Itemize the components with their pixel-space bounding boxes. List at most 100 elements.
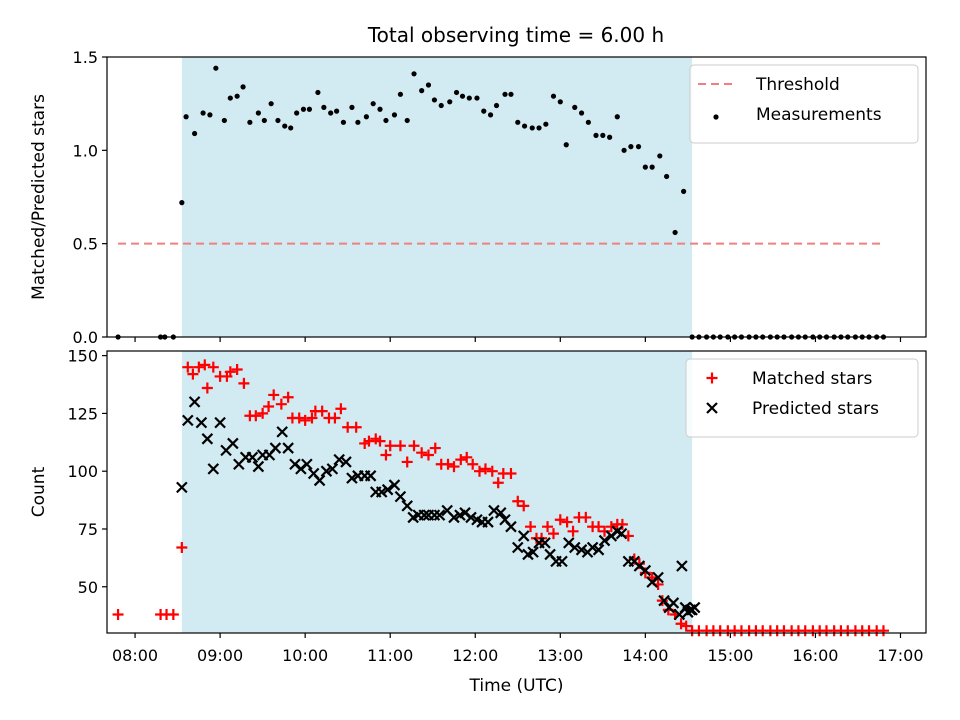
bottom-data-point [686,604,698,616]
top-data-point [183,114,189,120]
bottom-x-axis-label: Time (UTC) [469,676,564,696]
top-legend-box [689,64,919,144]
bottom-data-point [488,504,500,517]
bottom-data-point [542,521,554,533]
bottom-data-point [455,454,467,466]
top-data-point [481,108,487,114]
bottom-data-point [363,435,375,447]
bottom-data-point [276,426,288,438]
bottom-data-point [527,546,539,558]
top-data-point [179,200,185,206]
bottom-data-point [877,625,889,637]
bottom-data-point [364,470,377,482]
bottom-y-tick-label: 75 [78,520,98,539]
bottom-data-point [320,465,333,477]
bottom-data-point [388,479,401,491]
bottom-data-point [195,416,208,429]
top-legend: Threshold Measurements [689,64,919,144]
top-data-point [425,82,432,88]
top-y-tick-label: 1.0 [73,141,98,160]
bottom-legend-box [685,358,919,438]
top-data-point [240,84,246,90]
bottom-panel: 50 75 100 125 150 08:00 09:00 10:00 11:00 12:00 13… [29,347,927,696]
top-data-point [459,93,466,99]
top-data-point [288,125,294,131]
bottom-data-point [207,361,219,373]
top-data-point [557,99,563,105]
top-data-point [572,104,578,110]
top-legend-label: Measurements [756,105,882,125]
top-data-point [200,110,206,116]
top-data-point [275,117,281,124]
top-data-point [664,173,670,180]
top-data-point [529,125,535,131]
top-data-point [614,114,620,120]
top-data-point [300,106,307,112]
top-data-point [521,123,528,129]
bottom-x-tick-label: 13:00 [537,646,583,665]
top-data-point [642,164,648,170]
bottom-data-point [299,414,311,426]
top-data-point [657,153,663,159]
bottom-x-tick-label: 15:00 [707,646,753,665]
bottom-data-point [479,463,491,475]
top-data-point [363,114,369,120]
bottom-data-point [448,511,460,524]
bottom-data-point [182,361,194,373]
bottom-data-point [467,458,479,470]
bottom-data-point [268,389,280,401]
bottom-data-point [525,521,537,533]
top-legend-dot [713,114,719,120]
top-data-point [397,91,404,97]
top-data-point [247,119,253,125]
top-legend-symbol [713,114,719,120]
bottom-data-point [182,414,194,427]
bottom-data-point [465,511,477,524]
bottom-data-point [381,483,394,496]
bottom-data-point [401,456,413,468]
bottom-data-point [639,564,652,577]
top-data-point [377,106,383,112]
bottom-data-point [176,541,188,553]
bottom-data-point [394,440,406,452]
top-data-point [234,93,240,99]
top-data-point [550,93,557,99]
bottom-data-point [257,407,269,419]
bottom-data-point [384,440,396,452]
top-data-point [383,117,389,124]
bottom-x-tick-label: 12:00 [452,646,498,665]
bottom-data-point [676,560,688,572]
top-data-point [585,119,591,125]
bottom-data-point [275,398,287,410]
top-data-point [431,97,438,103]
bottom-data-point [231,363,243,375]
top-data-point [447,99,453,105]
bottom-data-point [616,518,628,530]
bottom-data-point [238,377,250,389]
bottom-legend-label: Matched stars [752,369,872,389]
top-data-point [294,110,300,116]
bottom-data-point [486,465,498,477]
bottom-data-point [658,594,670,607]
bottom-y-tick-label: 150 [67,347,98,366]
bottom-data-point [346,472,358,484]
top-data-point [681,188,687,194]
bottom-data-point [593,521,605,533]
bottom-data-point [547,528,559,540]
top-data-point [502,91,508,97]
top-data-point [508,91,514,97]
top-data-point [593,132,599,138]
bottom-data-point [201,382,213,394]
bottom-data-point [482,516,494,528]
top-data-point [411,71,417,77]
top-data-point [578,110,585,116]
top-data-point [487,112,494,118]
top-data-point [207,112,213,118]
top-data-point [255,110,261,116]
bottom-data-point [335,403,347,415]
top-data-point [466,95,472,101]
top-data-point [191,130,198,137]
bottom-data-point [494,507,507,519]
top-data-point [306,106,313,112]
